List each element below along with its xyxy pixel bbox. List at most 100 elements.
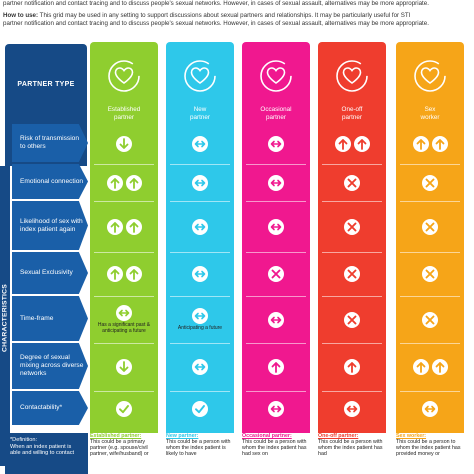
grid-cell: [396, 164, 464, 201]
cross-icon: [422, 218, 438, 235]
arrow-down-icon: [116, 359, 132, 375]
characteristics-band: [0, 166, 10, 466]
column-header: Established partner: [90, 44, 158, 136]
row-label-text: Likelihood of sex with index patient aga…: [20, 217, 83, 233]
column-label: Occasional partner: [242, 106, 310, 121]
row-label-text: Contactability*: [20, 404, 63, 411]
row-separator: [246, 252, 306, 253]
footer-text: This could be a person to whom the index…: [396, 439, 461, 457]
footer-definition: Occasional partner: This could be a perso…: [242, 433, 310, 474]
row-label-text: Degree of sexual mixing across diverse n…: [20, 354, 84, 377]
check-icon: [192, 401, 208, 417]
column-header: One-off partner: [318, 44, 386, 136]
column-label: Sex worker: [396, 106, 464, 121]
row-separator: [246, 391, 306, 392]
row-label: Time-frame: [12, 296, 88, 341]
footer-text: This could be a person with whom the ind…: [318, 439, 383, 457]
grid-cell: [242, 252, 310, 296]
row-separator: [322, 391, 382, 392]
row-separator: [246, 164, 306, 165]
column-label: Established partner: [90, 106, 158, 121]
arrow-left-right-icon: [268, 174, 284, 191]
arrow-left-right-icon: [192, 136, 208, 152]
row-label: Degree of sexual mixing across diverse n…: [12, 343, 88, 389]
column-label-line-2: worker: [420, 113, 440, 121]
grid-cell: [166, 124, 234, 164]
cross-icon: [344, 218, 360, 235]
grid-cell: [318, 201, 386, 252]
cross-icon: [344, 311, 360, 328]
arrow-down-icon: [116, 136, 132, 152]
timeframe-note: Anticipating a future: [177, 324, 223, 331]
grid-cell: [396, 124, 464, 164]
arrow-up-icon: [431, 136, 448, 152]
arrow-left-right-icon: [268, 136, 284, 152]
grid-cell: [90, 164, 158, 201]
row-separator: [246, 201, 306, 202]
row-label: Sexual Exclusivity: [12, 252, 88, 294]
partner-grid: PARTNER TYPE CHARACTERISTICS *Definition…: [0, 38, 474, 474]
row-separator: [400, 201, 460, 202]
arrow-left-right-icon: [116, 304, 132, 321]
footer-title: One-off partner:: [318, 433, 359, 439]
grid-cell: [166, 343, 234, 391]
intro-text: partner notification and contact tracing…: [3, 0, 473, 28]
column-label-line-1: Sex: [424, 106, 436, 113]
row-separator: [400, 343, 460, 344]
grid-cell: [396, 343, 464, 391]
cross-icon: [268, 266, 284, 282]
heart-arrow-icon: [183, 59, 217, 93]
check-icon: [116, 401, 132, 417]
row-separator: [94, 164, 154, 165]
column-header: New partner: [166, 44, 234, 136]
grid-cell: [242, 201, 310, 252]
row-separator: [170, 164, 230, 165]
arrow-up-icon: [125, 218, 142, 235]
grid-cell: Has a significant past & anticipating a …: [90, 296, 158, 343]
column-label: New partner: [166, 106, 234, 121]
row-separator: [400, 296, 460, 297]
arrow-left-right-icon: [192, 359, 208, 375]
footer-title: New partner:: [166, 433, 199, 439]
footer-definition: Sex worker: This could be a person to who…: [396, 433, 464, 474]
row-separator: [322, 343, 382, 344]
row-separator: [170, 252, 230, 253]
grid-cell: [90, 391, 158, 427]
footer-title: Sex worker:: [396, 433, 427, 439]
arrow-left-right-icon: [192, 174, 208, 191]
arrow-left-right-icon: [192, 307, 208, 324]
column-header: Sex worker: [396, 44, 464, 136]
howto-line: How to use: This grid may be used in any…: [3, 12, 473, 20]
row-separator: [246, 343, 306, 344]
grid-cell: [166, 391, 234, 427]
footer-text: This could be a primary partner (e.g. sp…: [90, 439, 149, 457]
row-label: Contactability*: [12, 391, 88, 425]
arrow-left-right-icon: [344, 401, 360, 417]
column-label-line-1: Occasional: [260, 106, 292, 113]
column-header: Occasional partner: [242, 44, 310, 136]
row-separator: [322, 201, 382, 202]
column-label-line-2: partner: [342, 113, 362, 121]
arrow-up-icon: [334, 136, 351, 152]
row-label: Emotional connection: [12, 164, 88, 199]
row-separator: [170, 201, 230, 202]
row-separator: [400, 252, 460, 253]
grid-cell: [242, 343, 310, 391]
footer-text: This could be a person with whom the ind…: [166, 439, 231, 457]
arrow-left-right-icon: [192, 218, 208, 235]
howto-label: How to use:: [3, 12, 39, 19]
grid-cell: [318, 164, 386, 201]
grid-cell: [242, 296, 310, 343]
arrow-left-right-icon: [268, 218, 284, 235]
grid-cell: [242, 164, 310, 201]
footer-definition: One-off partner: This could be a person w…: [318, 433, 386, 474]
column-label-line-2: partner: [190, 113, 210, 121]
grid-cell: [318, 296, 386, 343]
arrow-up-icon: [431, 359, 448, 375]
row-separator: [94, 252, 154, 253]
column-label-line-1: One-off: [341, 106, 363, 113]
row-separator: [170, 296, 230, 297]
footer-definition: New partner: This could be a person with …: [166, 433, 234, 474]
row-separator: [94, 391, 154, 392]
definition-title: *Definition:: [10, 437, 38, 443]
